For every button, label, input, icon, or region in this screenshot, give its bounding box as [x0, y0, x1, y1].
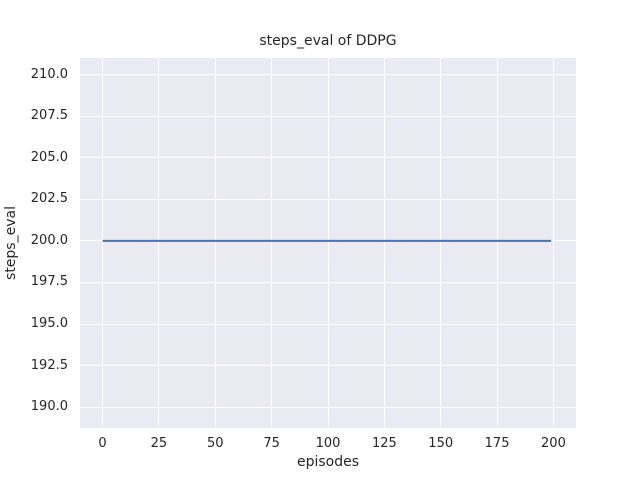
y-tick-label: 202.5 — [30, 191, 68, 207]
y-tick-label: 197.5 — [30, 274, 68, 290]
x-tick-label: 200 — [541, 436, 566, 451]
y-tick-label: 192.5 — [30, 357, 68, 373]
y-tick-label: 190.0 — [30, 399, 68, 415]
horizontal-gridline — [80, 198, 576, 200]
x-tick-label: 25 — [150, 436, 168, 451]
y-tick-label: 210.0 — [30, 66, 68, 82]
vertical-gridline — [552, 58, 554, 428]
vertical-gridline — [102, 58, 104, 428]
vertical-gridline — [383, 58, 385, 428]
horizontal-gridline — [80, 281, 576, 283]
chart-title: steps_eval of DDPG — [259, 33, 397, 49]
x-tick-label: 50 — [206, 436, 224, 451]
x-tick-label: 0 — [98, 436, 107, 451]
x-tick-label: 75 — [263, 436, 280, 451]
y-axis-label: steps_eval — [3, 206, 19, 280]
x-tick-label: 100 — [315, 436, 341, 451]
vertical-gridline — [158, 58, 160, 428]
x-tick-label: 175 — [484, 436, 510, 451]
vertical-gridline — [271, 58, 273, 428]
vertical-gridline — [214, 58, 216, 428]
y-tick-label: 195.0 — [30, 316, 68, 332]
horizontal-gridline — [80, 157, 576, 159]
horizontal-gridline — [80, 365, 576, 367]
y-tick-label: 200.0 — [30, 232, 68, 248]
horizontal-gridline — [80, 323, 576, 325]
x-tick-label: 125 — [371, 436, 397, 451]
data-line-layer — [102, 239, 552, 242]
plot-area — [80, 58, 576, 428]
y-tick-label: 205.0 — [30, 149, 68, 165]
horizontal-gridline — [80, 74, 576, 76]
vertical-gridline — [327, 58, 329, 428]
x-axis-label: episodes — [296, 454, 360, 470]
horizontal-gridline — [80, 406, 576, 408]
vertical-gridline — [496, 58, 498, 428]
x-tick-label: 150 — [428, 436, 454, 451]
vertical-gridline — [440, 58, 442, 428]
y-tick-label: 207.5 — [30, 108, 68, 124]
horizontal-gridline — [80, 115, 576, 117]
